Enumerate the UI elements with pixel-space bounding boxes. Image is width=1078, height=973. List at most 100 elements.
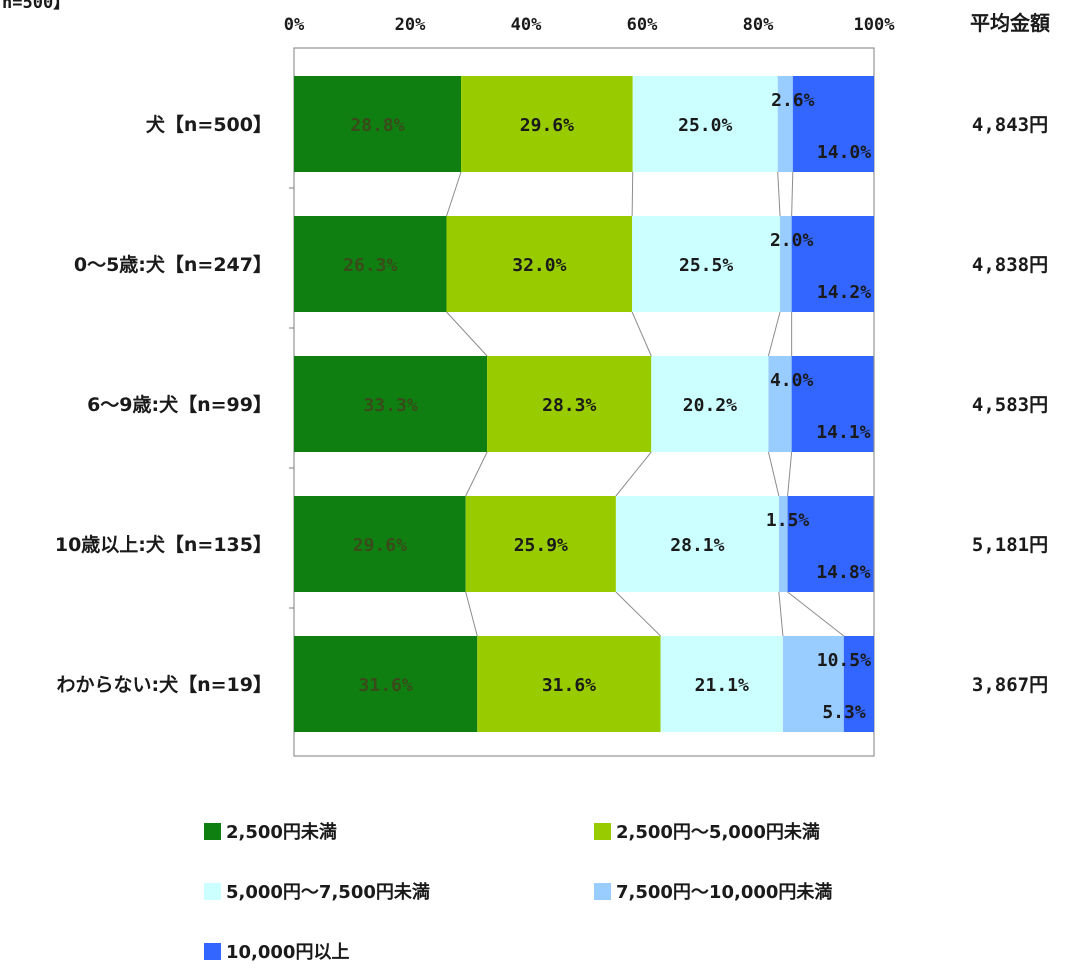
bar-segment [294, 356, 488, 452]
bar-segment [792, 76, 874, 172]
bar-segment [791, 356, 874, 452]
bar-segment [778, 496, 788, 592]
bar-segment [787, 496, 874, 592]
bar-layer [294, 76, 874, 732]
category-label: 6～9歳:犬【n=99】 [87, 393, 272, 416]
data-label: 31.6% [542, 675, 596, 696]
series-connector-line [465, 451, 488, 497]
series-connector-line [787, 451, 793, 497]
sample-size-label: n=500】 [2, 0, 70, 13]
legend-label: 5,000円～7,500円未満 [226, 881, 430, 903]
series-connector-line [791, 171, 794, 217]
x-tick-label: 20% [395, 15, 426, 35]
legend-swatch [204, 823, 221, 840]
bar-segment [615, 496, 779, 592]
bar-segment [651, 356, 769, 452]
data-label: 4.0% [770, 370, 814, 391]
series-connector-line [465, 591, 478, 637]
data-label: 2.6% [771, 90, 815, 111]
average-amount-value: 4,843円 [972, 114, 1048, 136]
data-label: 29.6% [520, 115, 574, 136]
bar-segment [632, 76, 778, 172]
connector-layer [446, 171, 845, 637]
average-amount-value: 3,867円 [972, 674, 1048, 696]
x-tick-label: 100% [854, 15, 896, 35]
legend-swatch [204, 943, 221, 960]
x-tick-label: 80% [743, 15, 774, 35]
average-amount-value: 4,838円 [972, 254, 1048, 276]
legend-label: 10,000円以上 [226, 942, 349, 963]
data-label: 26.3% [343, 255, 397, 276]
legend-swatch [594, 823, 611, 840]
data-label: 25.0% [678, 115, 732, 136]
bar-segment [446, 216, 633, 312]
legend-label: 2,500円～5,000円未満 [616, 821, 820, 843]
label-layer: 犬【n=500】 4,843円 28.8% 29.6% 25.0% 2.6% 14.0% 0～… [55, 90, 1048, 723]
axis-layer: 0% 20% 40% 60% 80% 100% [284, 15, 896, 757]
series-connector-line [615, 451, 652, 497]
x-tick-label: 0% [284, 15, 305, 35]
data-label: 5.3% [822, 702, 866, 723]
data-label: 28.8% [350, 115, 404, 136]
data-label: 2.0% [770, 230, 814, 251]
series-connector-line [767, 311, 781, 357]
average-amount-value: 5,181円 [972, 534, 1048, 556]
average-amount-value: 4,583円 [972, 394, 1048, 416]
series-connector-line [446, 311, 488, 357]
bar-segment [294, 216, 447, 312]
legend-swatch [594, 883, 611, 900]
data-label: 20.2% [683, 395, 737, 416]
bar-segment [461, 76, 633, 172]
bar-segment [768, 356, 792, 452]
data-label: 33.3% [363, 395, 417, 416]
bar-segment [660, 636, 783, 732]
data-label: 32.0% [512, 255, 566, 276]
series-connector-line [446, 171, 462, 217]
data-label: 28.1% [670, 535, 724, 556]
bar-segment [782, 636, 844, 732]
series-connector-line [778, 591, 784, 637]
category-label: 犬【n=500】 [146, 113, 272, 136]
series-connector-line [787, 591, 845, 637]
series-connector-line [777, 171, 781, 217]
series-connector-line [615, 591, 661, 637]
data-label: 29.6% [353, 535, 407, 556]
data-label: 14.0% [817, 142, 871, 163]
x-tick-label: 60% [627, 15, 658, 35]
side-column-title: 平均金額 [970, 11, 1050, 35]
legend-swatch [204, 883, 221, 900]
bar-segment [777, 76, 793, 172]
data-label: 1.5% [766, 510, 810, 531]
data-label: 14.1% [816, 422, 870, 443]
data-label: 31.6% [359, 675, 413, 696]
category-label: 10歳以上:犬【n=135】 [55, 533, 272, 556]
legend-label: 2,500円未満 [226, 821, 337, 843]
bar-segment [294, 636, 478, 732]
legend-label: 7,500円～10,000円未満 [616, 881, 832, 903]
category-label: 0～5歳:犬【n=247】 [74, 253, 272, 276]
x-tick-label: 40% [511, 15, 542, 35]
data-label: 10.5% [817, 650, 871, 671]
bar-segment [843, 636, 874, 732]
bar-segment [294, 496, 466, 592]
legend-layer: 2,500円未満 2,500円～5,000円未満 5,000円～7,500円未満 7,… [204, 821, 832, 963]
series-connector-line [631, 311, 652, 357]
bar-segment [477, 636, 661, 732]
data-label: 25.5% [679, 255, 733, 276]
bar-segment [294, 76, 462, 172]
bar-segment [632, 216, 781, 312]
bar-segment [780, 216, 792, 312]
data-label: 14.8% [816, 562, 870, 583]
bar-segment [791, 216, 874, 312]
data-label: 25.9% [514, 535, 568, 556]
series-connector-line [767, 451, 780, 497]
data-label: 21.1% [695, 675, 749, 696]
data-label: 14.2% [817, 282, 871, 303]
data-label: 28.3% [542, 395, 596, 416]
bar-segment [487, 356, 652, 452]
category-label: わからない:犬【n=19】 [57, 673, 273, 696]
bar-segment [465, 496, 616, 592]
series-connector-line [631, 171, 634, 217]
